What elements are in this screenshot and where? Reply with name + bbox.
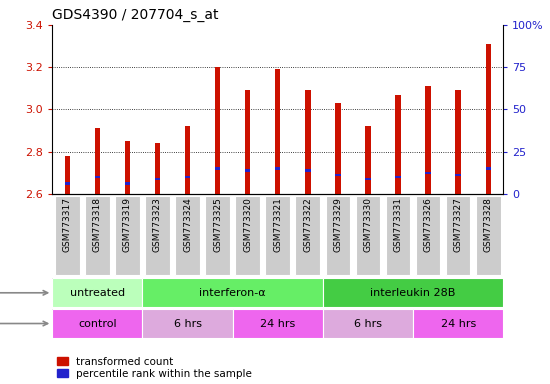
Text: GSM773321: GSM773321 — [273, 197, 282, 252]
Bar — [125, 182, 130, 185]
Text: GSM773318: GSM773318 — [93, 197, 102, 252]
Text: 24 hrs: 24 hrs — [441, 318, 476, 329]
Text: GSM773330: GSM773330 — [364, 197, 372, 252]
Text: GSM773331: GSM773331 — [393, 197, 403, 252]
Bar — [395, 176, 401, 178]
Bar — [425, 172, 431, 174]
Bar — [233, 309, 323, 338]
Bar — [185, 126, 190, 194]
Bar — [305, 91, 311, 194]
Bar — [335, 103, 340, 194]
Bar — [455, 91, 461, 194]
Text: GDS4390 / 207704_s_at: GDS4390 / 207704_s_at — [52, 8, 219, 22]
Bar — [335, 174, 340, 176]
Bar — [185, 176, 190, 178]
Text: GSM773320: GSM773320 — [243, 197, 252, 252]
Bar — [323, 309, 413, 338]
Text: interferon-α: interferon-α — [199, 288, 266, 298]
FancyBboxPatch shape — [115, 195, 140, 275]
Bar — [245, 169, 250, 172]
Bar — [455, 174, 461, 176]
Bar — [365, 126, 371, 194]
FancyBboxPatch shape — [266, 195, 290, 275]
Text: GSM773327: GSM773327 — [454, 197, 463, 252]
Text: time: time — [0, 318, 48, 329]
Text: agent: agent — [0, 288, 48, 298]
Text: 24 hrs: 24 hrs — [260, 318, 295, 329]
Bar — [95, 128, 100, 194]
Bar — [215, 67, 221, 194]
Bar — [142, 309, 233, 338]
Text: 6 hrs: 6 hrs — [354, 318, 382, 329]
FancyBboxPatch shape — [356, 195, 380, 275]
Bar — [365, 178, 371, 180]
Bar — [64, 182, 70, 185]
Text: GSM773322: GSM773322 — [303, 197, 312, 252]
Bar — [95, 176, 100, 178]
Bar — [125, 141, 130, 194]
FancyBboxPatch shape — [145, 195, 170, 275]
Text: GSM773329: GSM773329 — [333, 197, 343, 252]
FancyBboxPatch shape — [175, 195, 200, 275]
FancyBboxPatch shape — [205, 195, 230, 275]
Bar — [275, 70, 280, 194]
Bar — [52, 309, 142, 338]
Bar — [425, 86, 431, 194]
Legend: transformed count, percentile rank within the sample: transformed count, percentile rank withi… — [57, 357, 252, 379]
FancyBboxPatch shape — [326, 195, 350, 275]
Bar — [142, 278, 323, 307]
Bar — [486, 167, 491, 170]
Text: GSM773324: GSM773324 — [183, 197, 192, 252]
Text: control: control — [78, 318, 117, 329]
Text: GSM773323: GSM773323 — [153, 197, 162, 252]
FancyBboxPatch shape — [446, 195, 470, 275]
Bar — [52, 278, 142, 307]
FancyBboxPatch shape — [295, 195, 320, 275]
Text: GSM773328: GSM773328 — [483, 197, 493, 252]
Text: GSM773317: GSM773317 — [63, 197, 72, 252]
Bar — [64, 156, 70, 194]
FancyBboxPatch shape — [85, 195, 109, 275]
Bar — [395, 95, 401, 194]
Text: GSM773325: GSM773325 — [213, 197, 222, 252]
Bar — [155, 143, 160, 194]
FancyBboxPatch shape — [386, 195, 410, 275]
FancyBboxPatch shape — [55, 195, 80, 275]
Bar — [323, 278, 503, 307]
Bar — [486, 44, 491, 194]
FancyBboxPatch shape — [476, 195, 500, 275]
FancyBboxPatch shape — [235, 195, 260, 275]
Text: GSM773319: GSM773319 — [123, 197, 132, 252]
Text: interleukin 28B: interleukin 28B — [370, 288, 456, 298]
Bar — [305, 169, 311, 172]
Bar — [275, 167, 280, 170]
Bar — [245, 91, 250, 194]
Text: GSM773326: GSM773326 — [424, 197, 433, 252]
Text: 6 hrs: 6 hrs — [174, 318, 201, 329]
Bar — [215, 167, 221, 170]
Bar — [155, 178, 160, 180]
Bar — [413, 309, 503, 338]
FancyBboxPatch shape — [416, 195, 441, 275]
Text: untreated: untreated — [70, 288, 125, 298]
